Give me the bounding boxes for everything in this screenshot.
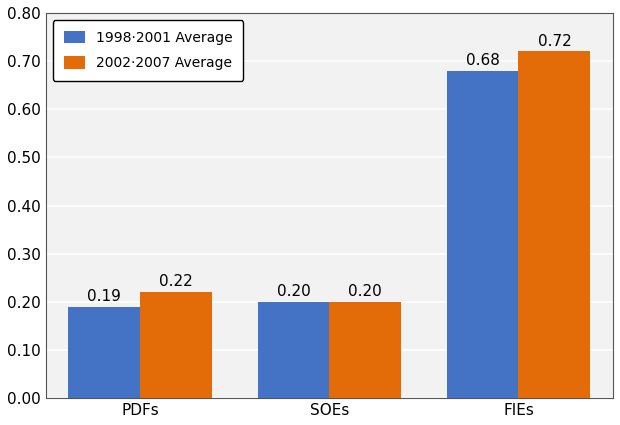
Bar bbox=[257, 302, 329, 398]
Text: 0.22: 0.22 bbox=[159, 275, 193, 289]
Bar bbox=[446, 71, 518, 398]
Bar bbox=[518, 51, 590, 398]
Text: 0.68: 0.68 bbox=[466, 53, 500, 68]
Bar bbox=[329, 302, 401, 398]
Text: 0.72: 0.72 bbox=[538, 34, 571, 48]
Bar bbox=[68, 307, 140, 398]
Bar bbox=[140, 292, 212, 398]
Text: 0.20: 0.20 bbox=[277, 284, 310, 299]
Text: 0.19: 0.19 bbox=[87, 289, 122, 304]
Legend: 1998·2001 Average, 2002·2007 Average: 1998·2001 Average, 2002·2007 Average bbox=[53, 20, 244, 81]
Text: 0.20: 0.20 bbox=[348, 284, 382, 299]
